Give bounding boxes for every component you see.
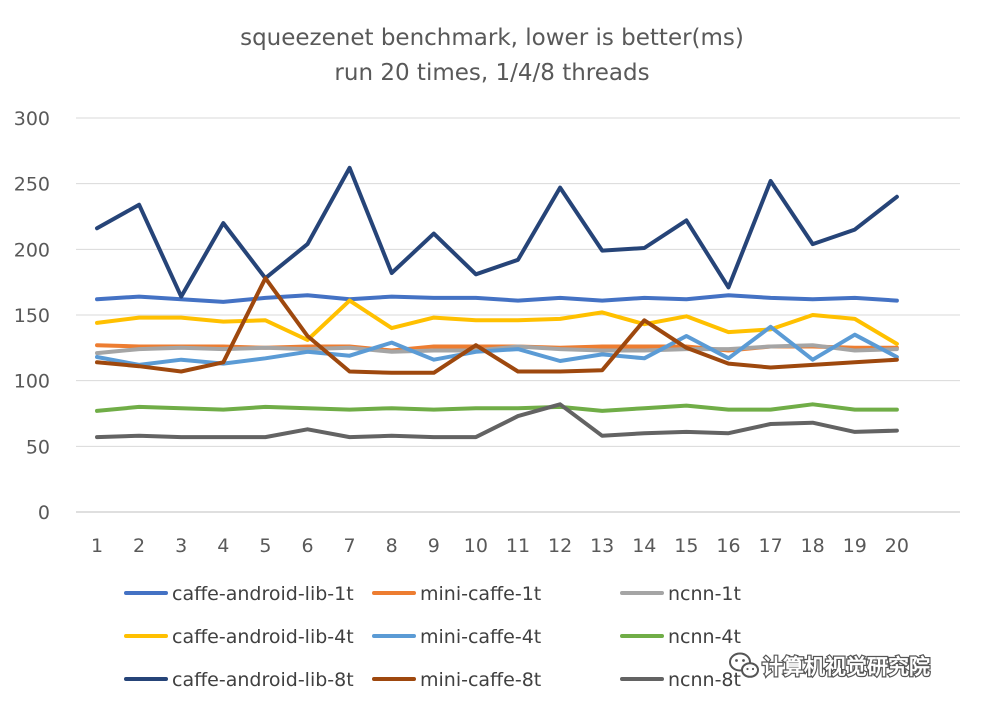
x-tick-label: 6 (301, 535, 313, 557)
legend-label: caffe-android-lib-1t (172, 583, 354, 605)
legend-label: ncnn-8t (668, 669, 741, 691)
y-tick-label: 200 (14, 239, 50, 261)
watermark-text: 计算机视觉研究院 (762, 655, 930, 679)
legend-label: ncnn-4t (668, 626, 741, 648)
legend-item: ncnn-4t (620, 626, 741, 648)
y-tick-label: 250 (14, 174, 50, 196)
x-tick-label: 19 (843, 535, 867, 557)
legend-item: caffe-android-lib-1t (124, 583, 354, 605)
y-tick-label: 0 (38, 502, 50, 524)
legend-item: mini-caffe-1t (372, 583, 541, 605)
x-tick-label: 14 (632, 535, 656, 557)
x-tick-label: 13 (590, 535, 614, 557)
legend-label: mini-caffe-1t (420, 583, 541, 605)
y-tick-label: 50 (26, 436, 50, 458)
x-tick-label: 17 (759, 535, 783, 557)
chart-subtitle: run 20 times, 1/4/8 threads (334, 60, 649, 86)
watermark: 计算机视觉研究院 (729, 652, 931, 680)
series-line-ncnn-8t (95, 402, 899, 440)
series-line-ncnn-4t (95, 402, 899, 413)
series-lines (95, 165, 899, 440)
x-tick-label: 8 (386, 535, 398, 557)
legend-item: mini-caffe-4t (372, 626, 541, 648)
x-tick-label: 9 (428, 535, 440, 557)
gridlines (76, 117, 960, 513)
x-tick-label: 5 (259, 535, 271, 557)
x-tick-label: 7 (344, 535, 356, 557)
legend-label: caffe-android-lib-8t (172, 669, 354, 691)
series-line-caffe-android-lib-1t (95, 293, 899, 304)
y-tick-label: 100 (14, 371, 50, 393)
wechat-icon (729, 652, 759, 678)
y-tick-label: 300 (14, 108, 50, 130)
legend: caffe-android-lib-1t mini-caffe-1t ncnn-1t… (124, 583, 741, 691)
series-line-mini-caffe-4t (95, 324, 899, 367)
legend-label: caffe-android-lib-4t (172, 626, 354, 648)
y-axis-ticks: 0 50 100 150 200 250 300 (14, 108, 50, 524)
x-tick-label: 10 (464, 535, 488, 557)
legend-item: caffe-android-lib-4t (124, 626, 354, 648)
x-tick-label: 1 (91, 535, 103, 557)
series-line-mini-caffe-8t (95, 276, 899, 375)
legend-label: mini-caffe-8t (420, 669, 541, 691)
chart-title: squeezenet benchmark, lower is better(ms… (240, 25, 744, 51)
x-tick-label: 18 (801, 535, 825, 557)
x-tick-label: 15 (674, 535, 698, 557)
y-tick-label: 150 (14, 305, 50, 327)
legend-item: ncnn-1t (620, 583, 741, 605)
x-tick-label: 4 (217, 535, 229, 557)
x-tick-label: 2 (133, 535, 145, 557)
x-axis-ticks: 1 2 3 4 5 6 7 8 9 10 11 12 13 14 15 16 17 18 19 20 (91, 535, 909, 557)
x-tick-label: 20 (885, 535, 909, 557)
legend-label: ncnn-1t (668, 583, 741, 605)
legend-item: caffe-android-lib-8t (124, 669, 354, 691)
x-tick-label: 11 (506, 535, 530, 557)
series-line-caffe-android-lib-8t (95, 165, 899, 299)
x-tick-label: 3 (175, 535, 187, 557)
legend-label: mini-caffe-4t (420, 626, 541, 648)
x-tick-label: 16 (716, 535, 740, 557)
x-tick-label: 12 (548, 535, 572, 557)
legend-item: mini-caffe-8t (372, 669, 541, 691)
legend-item: ncnn-8t (620, 669, 741, 691)
